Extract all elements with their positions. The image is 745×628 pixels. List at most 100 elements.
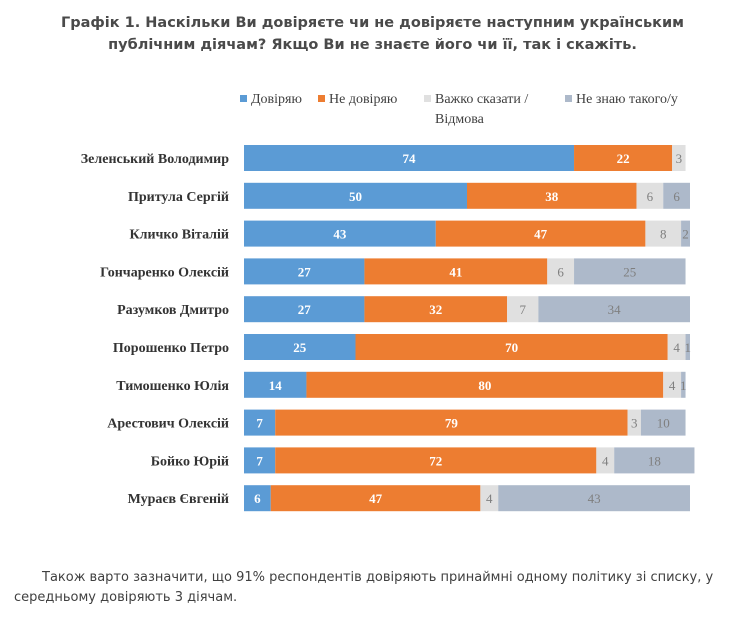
bar-row: Бойко Юрій 7 72 4 18	[151, 447, 695, 474]
legend-item-4: Не знаю такого/у	[565, 92, 678, 107]
data-label: 7	[256, 453, 263, 468]
data-label: 4	[602, 453, 609, 468]
data-label: 1	[680, 378, 687, 393]
data-label: 6	[254, 491, 261, 506]
bar-row: Зеленський Володимир 74 22 3	[81, 145, 686, 171]
data-label: 8	[660, 227, 667, 242]
bar-segment	[355, 334, 668, 360]
data-label: 7	[520, 302, 527, 317]
bar-segment	[244, 371, 307, 398]
data-label: 27	[298, 264, 312, 279]
bar-segment	[663, 182, 690, 209]
bar-segment	[672, 145, 686, 171]
bar-segment	[244, 334, 356, 360]
category-label: Порошенко Петро	[113, 341, 229, 356]
bar-segment	[645, 220, 682, 247]
bar-segment	[685, 334, 690, 360]
bar-row: Мураєв Євгеній 6 47 4 43	[128, 485, 690, 512]
bar-segment	[640, 409, 686, 436]
bar-segment	[244, 145, 575, 171]
data-label: 47	[369, 491, 383, 506]
bar-segment	[627, 409, 641, 436]
legend-item-3: Важко сказати / Відмова	[424, 92, 528, 127]
bar-segment	[467, 182, 637, 209]
data-label: 1	[685, 340, 692, 355]
data-label: 4	[486, 491, 493, 506]
category-label: Тимошенко Юлія	[116, 379, 229, 394]
legend-label: Важко сказати /	[435, 92, 528, 107]
data-label: 22	[617, 151, 630, 166]
bar-row: Кличко Віталій 43 47 8 2	[129, 220, 690, 247]
chart-title: Графік 1. Наскільки Ви довіряєте чи не д…	[61, 15, 684, 53]
data-label: 47	[534, 227, 548, 242]
category-label: Арестович Олексій	[107, 417, 229, 432]
data-label: 7	[256, 416, 263, 431]
bar-segment	[636, 182, 664, 209]
legend-swatch	[240, 95, 247, 102]
data-label: 80	[478, 378, 491, 393]
bar-segment	[275, 447, 597, 474]
data-label: 6	[557, 264, 564, 279]
bar-row: Притула Сергій 50 38 6 6	[128, 182, 690, 209]
data-label: 79	[445, 416, 459, 431]
bar-segment	[614, 447, 695, 474]
category-label: Бойко Юрій	[151, 454, 229, 469]
bar-segment	[574, 258, 686, 285]
bar-segment	[574, 145, 673, 171]
footer-text: Також варто зазначити, що 91% респондент…	[14, 570, 714, 605]
bar-segment	[244, 447, 276, 474]
data-label: 74	[403, 151, 417, 166]
bar-segment	[244, 182, 467, 209]
bar-segment	[681, 220, 690, 247]
data-label: 2	[682, 227, 689, 242]
data-label: 14	[269, 378, 283, 393]
bar-segment	[681, 371, 686, 398]
legend-item-2: Не довіряю	[318, 92, 397, 107]
bar-segment	[244, 409, 276, 436]
bar-segment	[435, 220, 646, 247]
bar-segment	[498, 485, 690, 512]
bar-segment	[663, 371, 682, 398]
data-label: 4	[673, 340, 680, 355]
data-label: 43	[588, 491, 601, 506]
bar-segment	[364, 296, 508, 323]
bar-segment	[244, 258, 365, 285]
category-label: Притула Сергій	[128, 190, 229, 205]
category-label: Разумков Дмитро	[117, 303, 229, 318]
bar-segment	[244, 296, 365, 323]
data-label: 41	[449, 264, 462, 279]
data-label: 50	[349, 189, 362, 204]
bar-segment	[538, 296, 690, 323]
data-label: 18	[648, 453, 661, 468]
category-label: Зеленський Володимир	[81, 152, 229, 167]
data-label: 4	[669, 378, 676, 393]
data-label: 27	[298, 302, 312, 317]
bar-row: Разумков Дмитро 27 32 7 34	[117, 296, 690, 323]
legend-swatch	[565, 95, 572, 102]
bar-row: Порошенко Петро 25 70 4 1	[113, 334, 691, 360]
category-label: Кличко Віталій	[129, 228, 229, 243]
bar-segment	[596, 447, 615, 474]
bar-row: Арестович Олексій 7 79 3 10	[107, 409, 686, 436]
data-label: 70	[505, 340, 518, 355]
data-label: 25	[623, 264, 636, 279]
legend-label: Не знаю такого/у	[576, 92, 678, 107]
bar-segment	[480, 485, 499, 512]
data-label: 10	[657, 416, 670, 431]
category-label: Мураєв Євгеній	[128, 492, 229, 507]
bar-row: Гончаренко Олексій 27 41 6 25	[100, 258, 686, 285]
data-label: 3	[676, 151, 683, 166]
data-label: 72	[429, 453, 442, 468]
data-label: 3	[631, 416, 638, 431]
legend-swatch	[424, 95, 431, 102]
bar-segment	[306, 371, 664, 398]
data-label: 34	[608, 302, 622, 317]
category-label: Гончаренко Олексій	[100, 265, 229, 280]
legend-label: Довіряю	[251, 92, 302, 107]
stacked-bar-chart: Довіряю Не довіряю Важко сказати / Відмова Н…	[81, 92, 695, 512]
bar-segment	[364, 258, 548, 285]
legend-swatch	[318, 95, 325, 102]
legend-label: Не довіряю	[329, 92, 397, 107]
data-label: 38	[545, 189, 559, 204]
bar-segment	[275, 409, 628, 436]
